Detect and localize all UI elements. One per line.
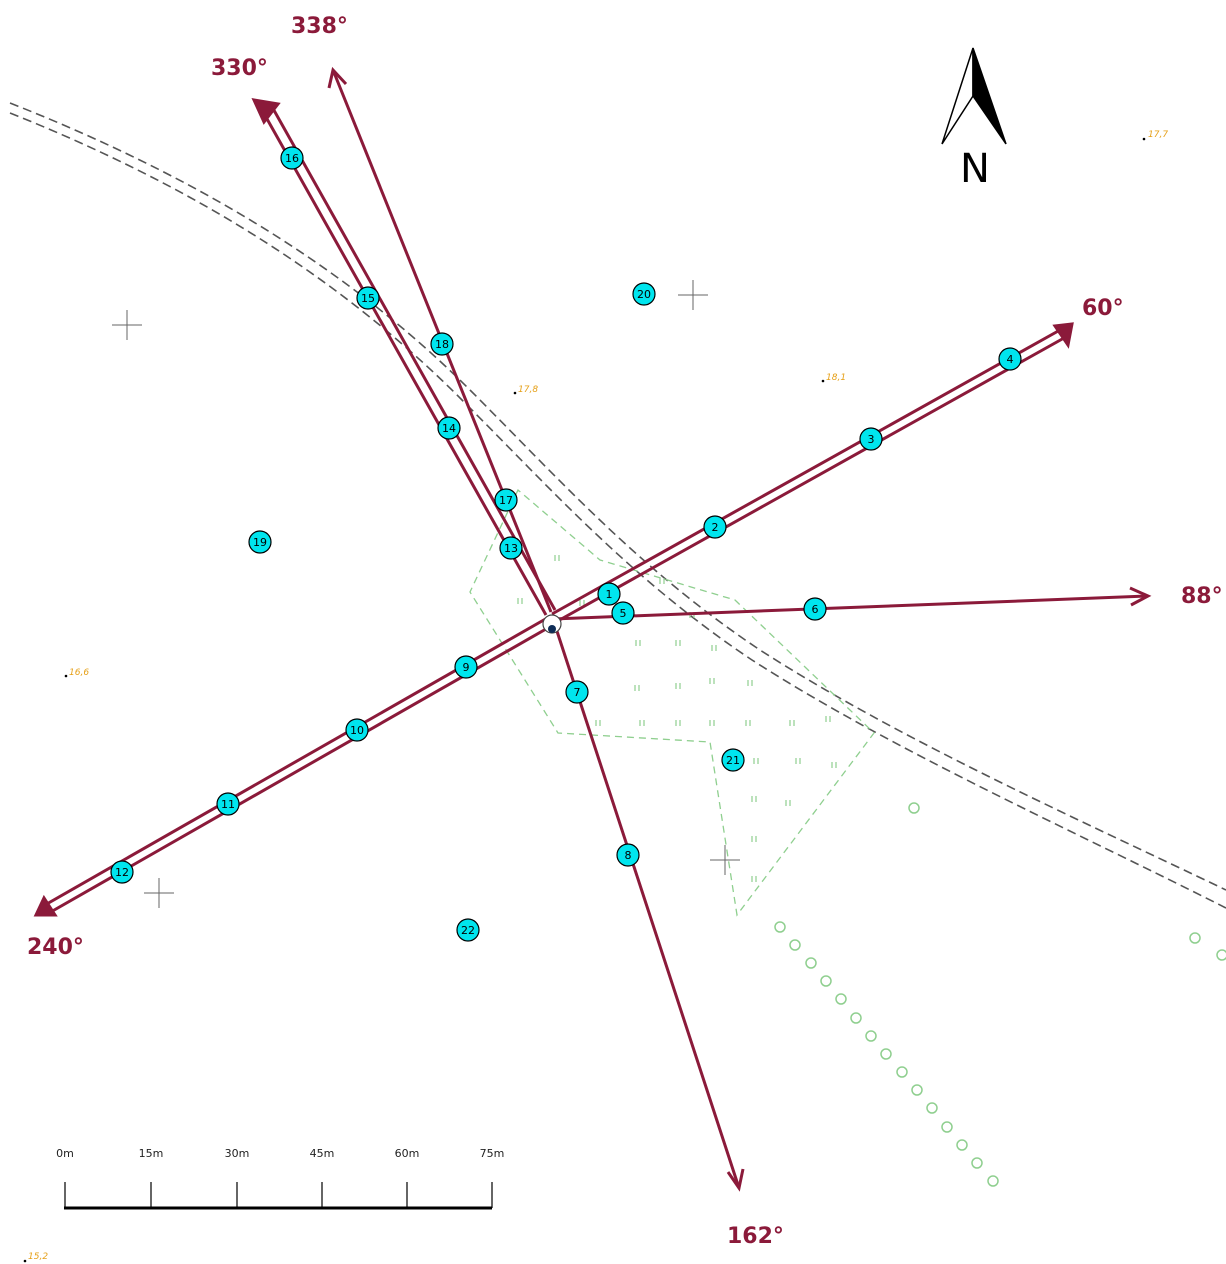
scale-label: 0m [56,1147,74,1160]
point-label: 8 [625,849,632,862]
elevation-label: 15,2 [28,1252,48,1262]
bearing-label: 330° [211,56,268,81]
point-label: 22 [461,924,475,937]
point-label: 3 [868,433,875,446]
scale-bar: 0m 15m 30m 45m 60m 75m [56,1147,505,1210]
survey-point[interactable]: 22 [456,918,480,942]
bearing-label: 162° [727,1224,784,1249]
point-label: 2 [712,521,719,534]
survey-point[interactable]: 18 [430,332,454,356]
vegetation-area [469,488,1226,1187]
survey-point[interactable]: 15 [356,286,380,310]
point-label: 13 [504,542,518,555]
survey-point[interactable]: 20 [632,282,656,306]
point-label: 18 [435,338,449,351]
elevation-label: 17,8 [518,385,538,395]
point-label: 20 [637,288,651,301]
survey-point[interactable]: 17 [494,488,518,512]
scale-label: 75m [480,1147,505,1160]
elevation-spots: 17,7 17,8 18,1 16,6 15,2 [23,130,1168,1263]
bearing-line-60 [551,322,1074,624]
bearing-line-88 [552,586,1152,621]
grid-crosses [112,280,740,908]
bearing-label: 60° [1082,296,1124,321]
bearing-label: 338° [291,14,348,39]
survey-point[interactable]: 10 [345,718,369,742]
survey-point[interactable]: 9 [454,655,478,679]
point-label: 19 [253,536,267,549]
survey-point[interactable]: 14 [437,416,461,440]
survey-point[interactable]: 3 [859,427,883,451]
point-label: 7 [574,686,581,699]
point-label: 21 [726,754,740,767]
survey-point[interactable]: 5 [611,601,635,625]
point-label: 17 [499,494,513,507]
point-label: 5 [620,607,627,620]
survey-point[interactable]: 11 [216,792,240,816]
survey-points: 1 2 3 4 5 6 7 8 9 10 11 12 13 14 15 16 1… [110,146,1022,942]
survey-point[interactable]: 12 [110,860,134,884]
bearing-label: 240° [27,935,84,960]
survey-point[interactable]: 13 [499,536,523,560]
survey-point[interactable]: 21 [721,748,745,772]
road [9,102,1226,909]
bearing-labels: 338° 330° 60° 88° 240° 162° [27,14,1223,1249]
origin-marker [542,614,562,634]
bearing-lines [33,66,1152,1192]
point-label: 6 [812,603,819,616]
survey-point[interactable]: 19 [248,530,272,554]
elevation-label: 17,7 [1148,130,1168,140]
point-label: 4 [1007,353,1014,366]
scale-label: 30m [225,1147,250,1160]
point-label: 12 [115,866,129,879]
survey-point[interactable]: 7 [565,680,589,704]
survey-point[interactable]: 8 [616,843,640,867]
point-label: 15 [361,292,375,305]
survey-point[interactable]: 1 [597,582,621,606]
scale-label: 45m [310,1147,335,1160]
bearing-label: 88° [1181,584,1223,609]
scale-label: 60m [395,1147,420,1160]
point-label: 14 [442,422,456,435]
scale-label: 15m [139,1147,164,1160]
bearing-line-330 [251,98,557,616]
point-label: 9 [463,661,470,674]
point-label: 1 [606,588,613,601]
point-label: 10 [350,724,364,737]
point-label: 11 [221,798,235,811]
north-arrow: N [941,47,1007,192]
survey-point[interactable]: 2 [703,515,727,539]
survey-point[interactable]: 16 [280,146,304,170]
survey-point[interactable]: 4 [998,347,1022,371]
elevation-label: 18,1 [826,373,846,383]
survey-point[interactable]: 6 [803,597,827,621]
point-label: 16 [285,152,299,165]
elevation-label: 16,6 [69,668,89,678]
bearing-line-162 [551,618,745,1192]
north-label: N [960,146,990,192]
